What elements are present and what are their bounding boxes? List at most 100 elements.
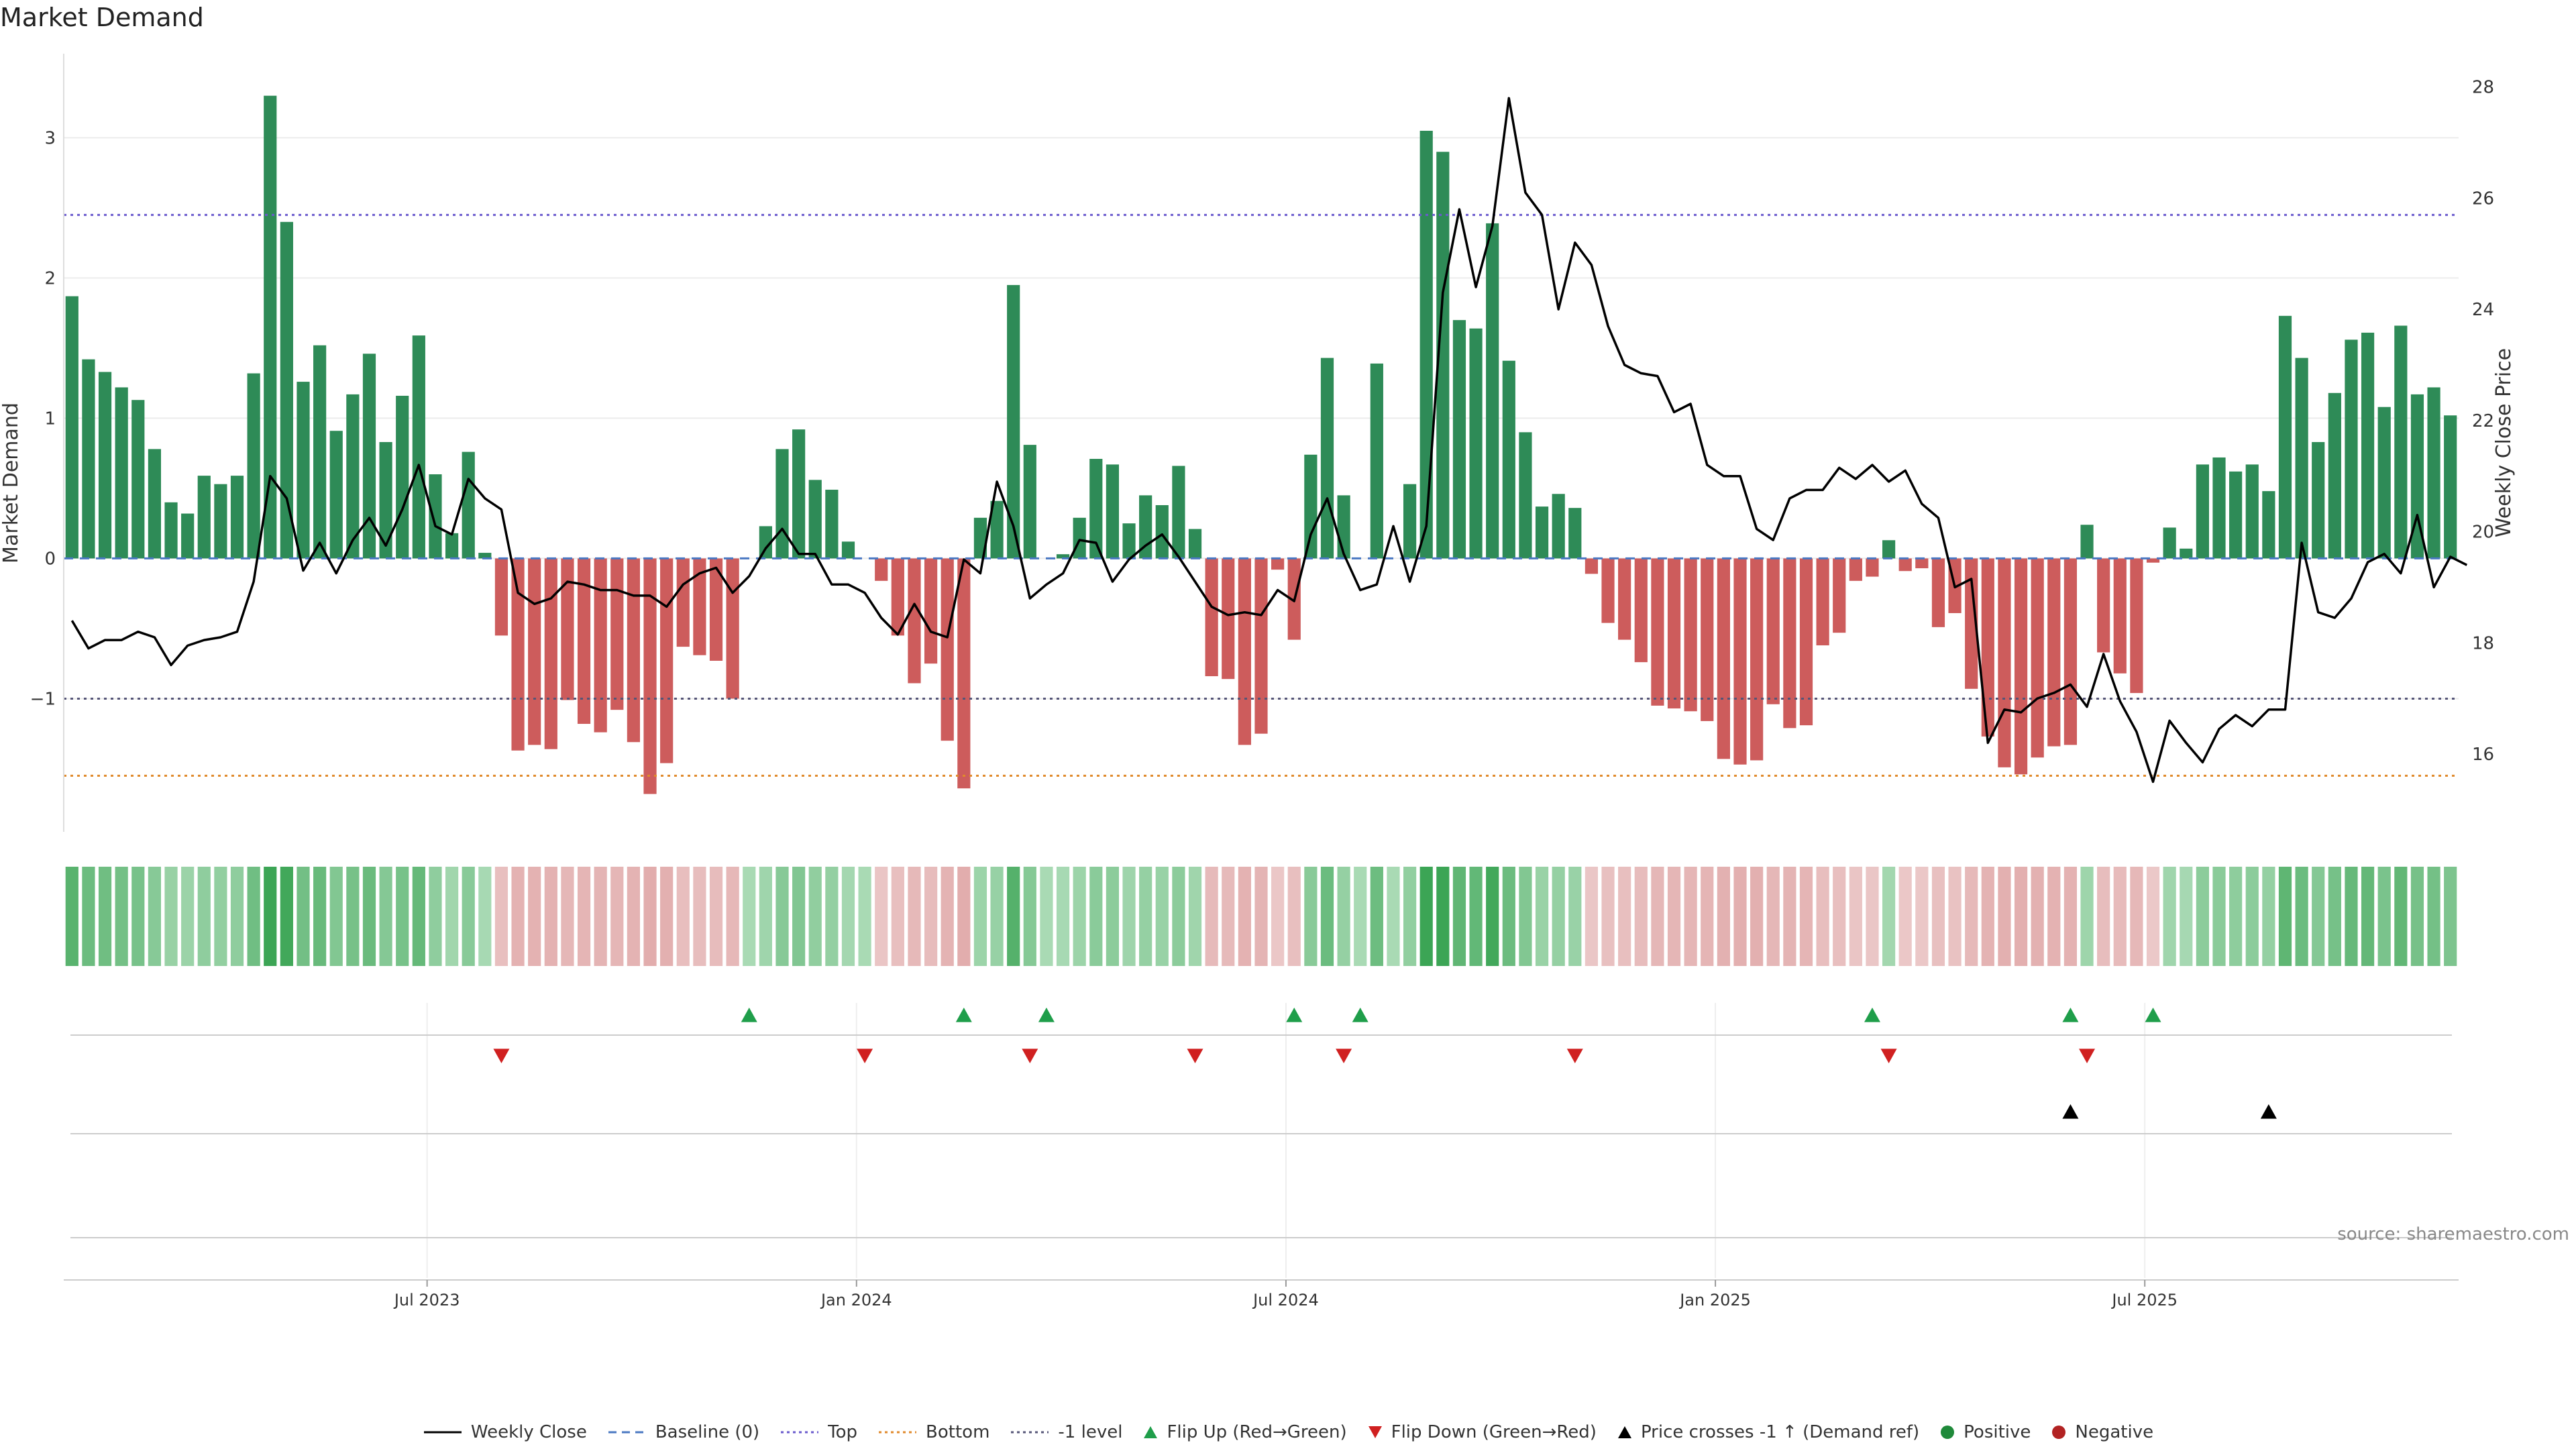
heat-cell (1205, 867, 1218, 966)
demand-bar (1172, 466, 1185, 559)
y2-tick-label: 20 (2472, 523, 2494, 543)
demand-bar (379, 441, 392, 559)
heat-cell (808, 867, 822, 966)
legend-swatch (1617, 1426, 1631, 1438)
demand-bars (65, 95, 2457, 794)
heat-cell (1254, 867, 1268, 966)
heat-cell (825, 867, 839, 966)
heat-cell (2180, 867, 2193, 966)
heat-cell (2245, 867, 2259, 966)
y-tick-label: −1 (30, 689, 56, 709)
y-tick-label: 3 (44, 128, 56, 148)
heat-cell (1073, 867, 1086, 966)
demand-bar (2444, 415, 2457, 559)
demand-bar (131, 400, 145, 559)
legend-label: Baseline (0) (655, 1422, 760, 1442)
flip-up-marker (1038, 1008, 1055, 1022)
demand-bar (1799, 558, 1813, 726)
weekly-close-line (70, 97, 2468, 784)
flip-down-marker (1336, 1049, 1352, 1063)
flip-down-marker (857, 1049, 873, 1063)
demand-bar (1998, 558, 2011, 767)
heat-cell (1833, 867, 1846, 966)
demand-bar (908, 558, 921, 684)
demand-bar (1750, 558, 1764, 761)
demand-bar (528, 558, 541, 745)
legend-item: Flip Up (Red→Green) (1142, 1422, 1347, 1442)
heat-cell (594, 867, 607, 966)
demand-bar (1370, 363, 1383, 559)
demand-bar (2410, 394, 2424, 559)
demand-bar (941, 558, 954, 741)
demand-bar (1701, 558, 1714, 721)
heat-cell (627, 867, 641, 966)
heat-cell (792, 867, 806, 966)
legend-item: Positive (1939, 1422, 2031, 1442)
demand-bar (1519, 432, 1532, 559)
demand-bar (1866, 558, 1879, 577)
heat-cell (346, 867, 360, 966)
heat-cell (908, 867, 921, 966)
heat-cell (313, 867, 327, 966)
y-tick-label: 1 (44, 409, 56, 429)
heat-cell (214, 867, 227, 966)
demand-bar (115, 387, 128, 559)
demand-bar (1122, 523, 1136, 559)
heat-cell (2146, 867, 2160, 966)
legend-label: Weekly Close (470, 1422, 587, 1442)
flip-up-marker (955, 1008, 972, 1022)
legend-item: -1 level (1010, 1422, 1122, 1442)
demand-bar (197, 476, 211, 559)
demand-bar (313, 345, 327, 559)
flip-down-marker (1022, 1049, 1038, 1063)
legend-label: Positive (1964, 1422, 2031, 1442)
demand-bar (2196, 464, 2209, 559)
demand-bar (1931, 558, 1945, 627)
legend-item: Flip Down (Green→Red) (1367, 1422, 1597, 1442)
demand-bar (1552, 494, 1565, 559)
flip-down-marker (493, 1049, 510, 1063)
heat-cell (1436, 867, 1450, 966)
demand-bar (230, 476, 244, 559)
heat-cell (1519, 867, 1532, 966)
demand-bar (346, 394, 360, 559)
source-note: source: sharemaestro.com (2337, 1224, 2569, 1244)
heat-cell (577, 867, 591, 966)
heat-cell (2345, 867, 2358, 966)
demand-bar (2014, 558, 2028, 775)
demand-bar (990, 500, 1004, 559)
demand-bar (1601, 558, 1615, 623)
y-axis-label: Market Demand (0, 402, 23, 564)
heat-cell (2097, 867, 2110, 966)
heat-cell (1766, 867, 1780, 966)
demand-bar (577, 558, 591, 724)
demand-bar (478, 553, 492, 559)
heat-cell (131, 867, 145, 966)
legend: Weekly Close Baseline (0) Top Bottom -1 leve… (0, 1422, 2576, 1442)
demand-bar (148, 449, 162, 559)
demand-bar (1684, 558, 1697, 712)
heat-cell (1370, 867, 1383, 966)
demand-bar (1023, 445, 1036, 559)
heat-cell (973, 867, 987, 966)
heat-cell (1701, 867, 1714, 966)
heat-cell (2262, 867, 2275, 966)
demand-bar (164, 502, 178, 559)
demand-bar (1783, 558, 1796, 729)
demand-bar (396, 395, 409, 559)
legend-label: Price crosses -1 ↑ (Demand ref) (1640, 1422, 1920, 1442)
heat-cell (1717, 867, 1730, 966)
y2-tick-label: 26 (2472, 189, 2494, 209)
legend-item: Price crosses -1 ↑ (Demand ref) (1617, 1422, 1919, 1442)
heat-cell (1651, 867, 1664, 966)
demand-bar (808, 480, 822, 559)
heat-cell (1948, 867, 1962, 966)
heat-cell (396, 867, 409, 966)
demand-bar (1898, 558, 1912, 572)
demand-bar (2229, 471, 2243, 559)
heat-cell (1056, 867, 1070, 966)
demand-bar (1337, 495, 1350, 559)
heat-cell (1667, 867, 1681, 966)
heat-cell (957, 867, 971, 966)
